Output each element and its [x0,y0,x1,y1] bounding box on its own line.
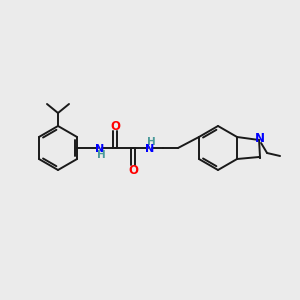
Text: O: O [128,164,138,176]
Text: O: O [110,119,120,133]
Text: H: H [97,150,105,160]
Text: N: N [146,144,154,154]
Text: N: N [255,131,265,145]
Text: H: H [147,137,155,147]
Text: N: N [95,144,105,154]
